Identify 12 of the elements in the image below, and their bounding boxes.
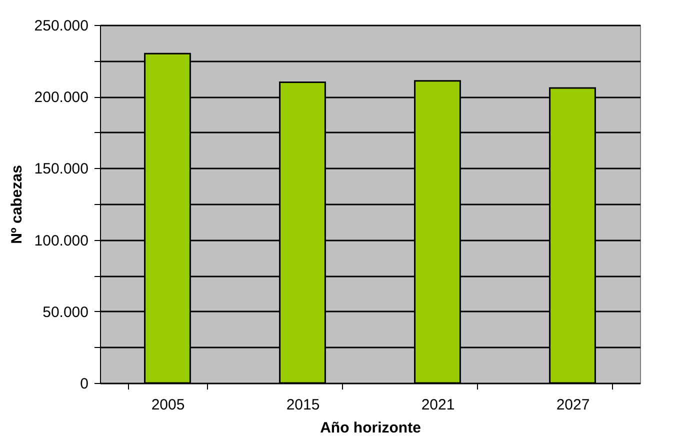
y-tick-label: 200.000	[34, 89, 88, 106]
x-axis-title: Año horizonte	[320, 420, 421, 436]
y-tick-label: 50.000	[42, 304, 88, 321]
y-tick-label: 150.000	[34, 160, 88, 178]
x-tick-label: 2015	[286, 396, 320, 414]
x-tick-label: 2021	[421, 396, 455, 414]
y-tick-label: 100.000	[34, 232, 88, 250]
y-tick-label: 0	[80, 376, 88, 392]
y-axis-title: Nº cabezas	[8, 165, 26, 244]
x-tick-label: 2005	[151, 396, 185, 414]
y-tick-label: 250.000	[34, 18, 88, 34]
x-tick-label: 2027	[556, 396, 590, 414]
